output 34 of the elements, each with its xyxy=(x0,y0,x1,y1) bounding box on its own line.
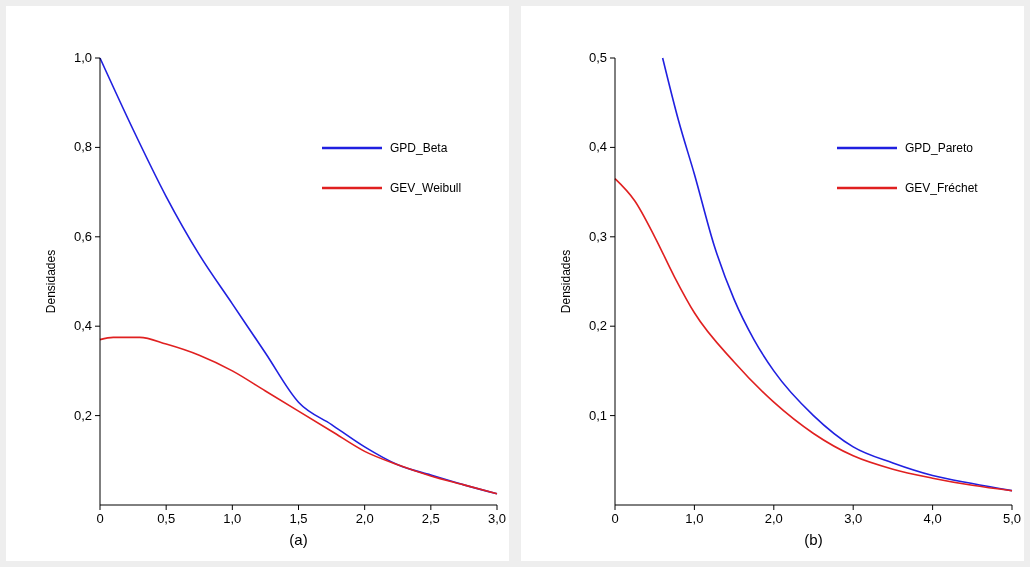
legend-label: GEV_Fréchet xyxy=(905,181,979,195)
y-axis-title: Densidades xyxy=(559,249,573,314)
y-tick-label: 0,8 xyxy=(73,139,92,155)
x-tick-label: 3,0 xyxy=(487,511,507,526)
y-tick-label: 0,6 xyxy=(73,228,92,244)
y-tick-label: 0,4 xyxy=(588,139,607,155)
x-tick-label: 2,0 xyxy=(764,511,783,526)
x-axis-title: (b) xyxy=(804,531,823,548)
y-tick-label: 0,2 xyxy=(73,407,92,423)
y-tick-label: 0,2 xyxy=(588,318,607,334)
x-tick-label: 0,5 xyxy=(157,511,176,526)
legend-label: GPD_Beta xyxy=(390,141,448,155)
line-series xyxy=(614,177,1013,492)
y-tick-label: 1,0 xyxy=(73,50,92,65)
x-tick-label: 0 xyxy=(611,511,619,526)
x-axis-title: (a) xyxy=(289,531,308,548)
y-tick-label: 0,5 xyxy=(588,50,607,65)
x-tick-label: 1,0 xyxy=(685,511,704,526)
x-tick-label: 3,0 xyxy=(844,511,863,526)
line-series xyxy=(661,57,1013,492)
x-tick-label: 1,5 xyxy=(289,511,308,526)
line-series xyxy=(99,336,498,495)
x-tick-label: 1,0 xyxy=(223,511,242,526)
y-tick-label: 0,3 xyxy=(588,228,607,244)
y-axis-title: Densidades xyxy=(44,249,58,314)
x-tick-label: 4,0 xyxy=(923,511,942,526)
x-tick-label: 5,0 xyxy=(1002,511,1022,526)
legend-label: GPD_Pareto xyxy=(905,141,974,155)
y-tick-label: 0,4 xyxy=(73,318,92,334)
x-tick-label: 2,0 xyxy=(355,511,374,526)
x-tick-label: 2,5 xyxy=(421,511,440,526)
legend-label: GEV_Weibull xyxy=(390,181,462,195)
x-tick-label: 0 xyxy=(96,511,104,526)
y-tick-label: 0,1 xyxy=(588,407,607,423)
